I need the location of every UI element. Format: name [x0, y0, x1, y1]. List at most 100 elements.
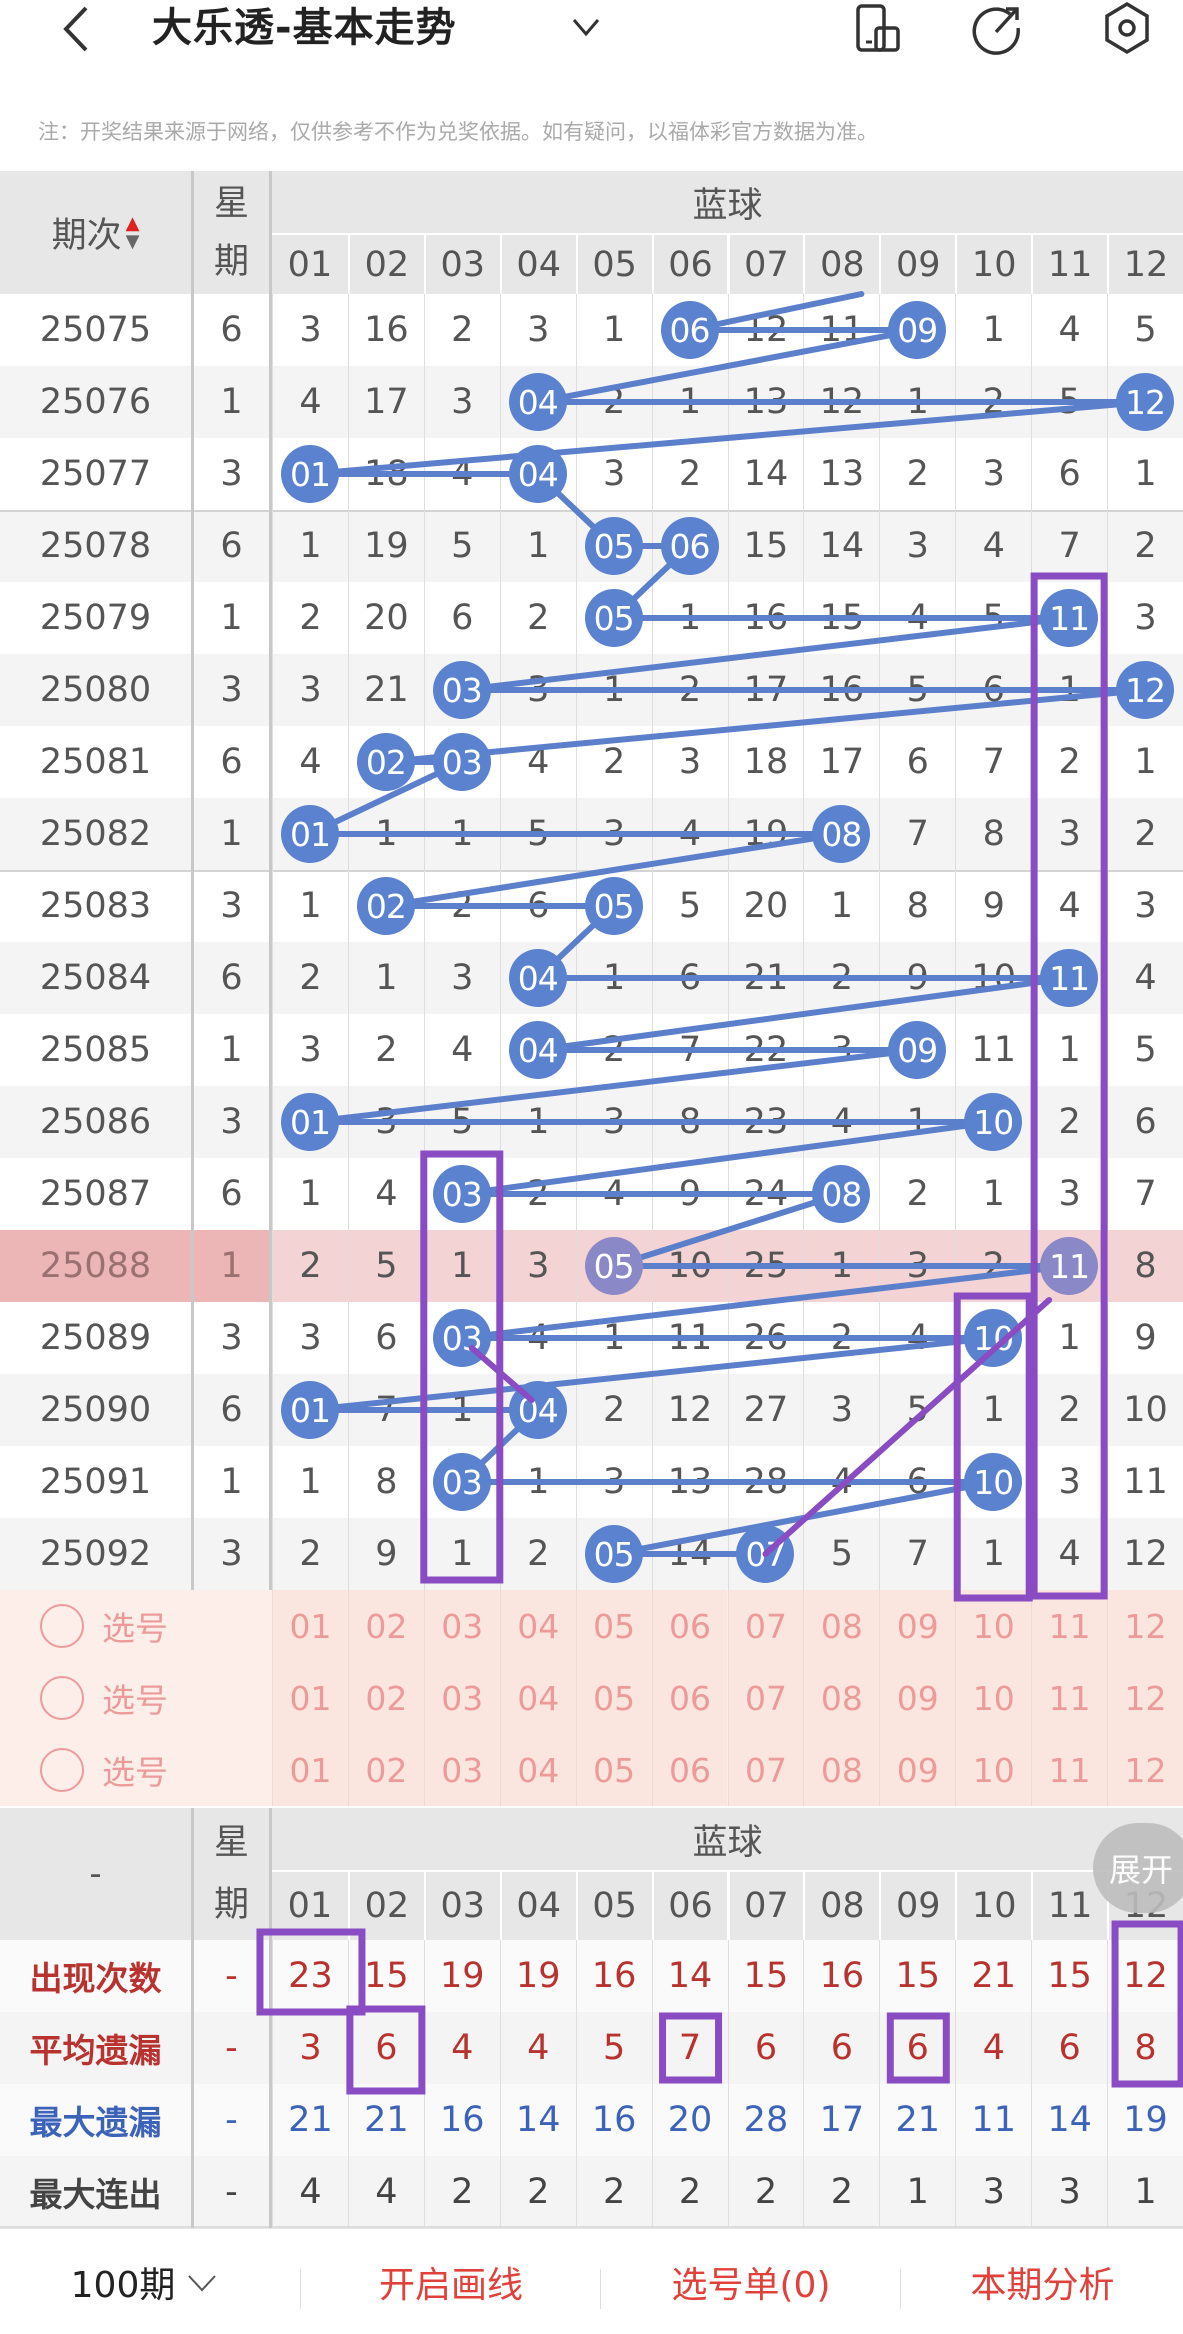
ball-cell[interactable]: 1: [499, 510, 576, 582]
ball-cell[interactable]: 3: [575, 798, 652, 870]
ball-cell[interactable]: 10: [1107, 1374, 1183, 1446]
ball-cell[interactable]: 3: [575, 1086, 652, 1158]
ball-cell[interactable]: 25: [727, 1230, 804, 1302]
select-number-04[interactable]: 04: [499, 1590, 576, 1662]
ball-cell[interactable]: 5: [347, 1230, 424, 1302]
ball-04[interactable]: 04: [508, 949, 567, 1007]
ball-cell[interactable]: 2: [955, 366, 1031, 438]
rotate-screen-button[interactable]: [852, 2, 904, 56]
ball-11[interactable]: 11: [1040, 1237, 1099, 1295]
select-row-checkbox[interactable]: 选号: [40, 1662, 270, 1734]
ball-cell[interactable]: 2: [651, 654, 728, 726]
select-number-11[interactable]: 11: [1031, 1662, 1108, 1734]
ball-03[interactable]: 03: [432, 1165, 491, 1223]
ball-cell[interactable]: 3: [499, 654, 576, 726]
select-number-05[interactable]: 05: [575, 1590, 652, 1662]
select-number-07[interactable]: 07: [727, 1734, 804, 1806]
ball-cell[interactable]: 7: [879, 1518, 955, 1590]
ball-04[interactable]: 04: [508, 1021, 567, 1079]
ball-cell[interactable]: 1: [879, 1086, 955, 1158]
ball-cell[interactable]: 7: [1031, 510, 1107, 582]
ball-cell[interactable]: 18: [347, 438, 424, 510]
ball-cell[interactable]: 9: [651, 1158, 728, 1230]
ball-cell[interactable]: 17: [803, 726, 879, 798]
ball-05[interactable]: 05: [584, 589, 643, 647]
ball-cell[interactable]: 2: [272, 942, 348, 1014]
ball-cell[interactable]: 1: [423, 798, 500, 870]
ball-01[interactable]: 01: [280, 1381, 339, 1439]
ball-cell[interactable]: 12: [651, 1374, 728, 1446]
ball-cell[interactable]: 3: [272, 1014, 348, 1086]
ball-cell[interactable]: 8: [955, 798, 1031, 870]
ball-cell[interactable]: 1: [499, 1086, 576, 1158]
ball-cell[interactable]: 2: [347, 1014, 424, 1086]
select-row-checkbox[interactable]: 选号: [40, 1590, 270, 1662]
select-number-01[interactable]: 01: [272, 1662, 348, 1734]
ball-cell[interactable]: 1: [879, 366, 955, 438]
ball-cell[interactable]: 1: [1107, 438, 1183, 510]
ball-cell[interactable]: 11: [651, 1302, 728, 1374]
select-number-10[interactable]: 10: [955, 1662, 1032, 1734]
select-number-12[interactable]: 12: [1107, 1734, 1183, 1806]
ball-cell[interactable]: 9: [955, 870, 1031, 942]
ball-cell[interactable]: 1: [347, 798, 424, 870]
ball-cell[interactable]: 3: [423, 942, 500, 1014]
ball-cell[interactable]: 2: [803, 942, 879, 1014]
ball-cell[interactable]: 1: [1031, 1302, 1107, 1374]
ball-cell[interactable]: 15: [803, 582, 879, 654]
ball-cell[interactable]: 4: [651, 798, 728, 870]
ball-cell[interactable]: 3: [499, 294, 576, 366]
sort-icon[interactable]: ▲ ▼: [125, 212, 140, 252]
ball-cell[interactable]: 1: [423, 1518, 500, 1590]
ball-cell[interactable]: 8: [879, 870, 955, 942]
ball-03[interactable]: 03: [432, 1453, 491, 1511]
ball-01[interactable]: 01: [280, 1093, 339, 1151]
ball-10[interactable]: 10: [964, 1093, 1023, 1151]
ball-cell[interactable]: 5: [499, 798, 576, 870]
ball-cell[interactable]: 5: [423, 1086, 500, 1158]
ball-11[interactable]: 11: [1040, 589, 1099, 647]
ball-cell[interactable]: 1: [272, 870, 348, 942]
ball-cell[interactable]: 16: [727, 582, 804, 654]
ball-cell[interactable]: 4: [423, 1014, 500, 1086]
ball-cell[interactable]: 1: [955, 294, 1031, 366]
ball-cell[interactable]: 1: [575, 654, 652, 726]
select-number-08[interactable]: 08: [803, 1734, 880, 1806]
ball-10[interactable]: 10: [964, 1453, 1023, 1511]
ball-cell[interactable]: 3: [1107, 870, 1183, 942]
ball-cell[interactable]: 5: [879, 1374, 955, 1446]
ball-cell[interactable]: 5: [879, 654, 955, 726]
ball-cell[interactable]: 2: [575, 1374, 652, 1446]
ball-cell[interactable]: 3: [1031, 1158, 1107, 1230]
ball-04[interactable]: 04: [508, 445, 567, 503]
ball-cell[interactable]: 9: [1107, 1302, 1183, 1374]
ball-cell[interactable]: 1: [1031, 1014, 1107, 1086]
expand-button[interactable]: 展开: [1093, 1823, 1183, 1913]
ball-cell[interactable]: 7: [879, 798, 955, 870]
radio-circle-icon[interactable]: [40, 1748, 84, 1792]
ball-cell[interactable]: 24: [727, 1158, 804, 1230]
ball-cell[interactable]: 5: [651, 870, 728, 942]
ball-cell[interactable]: 7: [651, 1014, 728, 1086]
ball-cell[interactable]: 15: [727, 510, 804, 582]
ball-cell[interactable]: 9: [347, 1518, 424, 1590]
ball-cell[interactable]: 10: [955, 942, 1031, 1014]
ball-05[interactable]: 05: [584, 877, 643, 935]
select-number-11[interactable]: 11: [1031, 1734, 1108, 1806]
ball-cell[interactable]: 22: [727, 1014, 804, 1086]
ball-cell[interactable]: 1: [272, 1158, 348, 1230]
ball-cell[interactable]: 28: [727, 1446, 804, 1518]
ball-cell[interactable]: 4: [423, 438, 500, 510]
ball-cell[interactable]: 2: [879, 438, 955, 510]
ball-12[interactable]: 12: [1116, 373, 1175, 431]
select-number-08[interactable]: 08: [803, 1662, 880, 1734]
ball-01[interactable]: 01: [280, 445, 339, 503]
ball-cell[interactable]: 3: [499, 1230, 576, 1302]
ball-cell[interactable]: 11: [1107, 1446, 1183, 1518]
ball-cell[interactable]: 4: [803, 1446, 879, 1518]
ball-cell[interactable]: 23: [727, 1086, 804, 1158]
ball-02[interactable]: 02: [356, 733, 415, 791]
ball-cell[interactable]: 4: [575, 1158, 652, 1230]
select-row-checkbox[interactable]: 选号: [40, 1734, 270, 1806]
ball-cell[interactable]: 2: [651, 438, 728, 510]
